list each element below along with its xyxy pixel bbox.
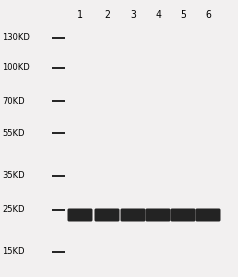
Text: 3: 3 (130, 10, 136, 20)
Text: 35KD: 35KD (2, 171, 25, 181)
Text: 25KD: 25KD (2, 206, 25, 214)
Text: 2: 2 (104, 10, 110, 20)
FancyBboxPatch shape (68, 209, 93, 222)
FancyBboxPatch shape (120, 209, 145, 222)
Text: 130KD: 130KD (2, 34, 30, 42)
Text: 100KD: 100KD (2, 63, 30, 73)
FancyBboxPatch shape (145, 209, 170, 222)
FancyBboxPatch shape (195, 209, 220, 222)
Text: 1: 1 (77, 10, 83, 20)
Text: 5: 5 (180, 10, 186, 20)
Text: 55KD: 55KD (2, 129, 25, 137)
Text: 15KD: 15KD (2, 248, 25, 257)
FancyBboxPatch shape (94, 209, 119, 222)
Text: 6: 6 (205, 10, 211, 20)
FancyBboxPatch shape (170, 209, 195, 222)
Text: 70KD: 70KD (2, 96, 25, 106)
Text: 4: 4 (155, 10, 161, 20)
